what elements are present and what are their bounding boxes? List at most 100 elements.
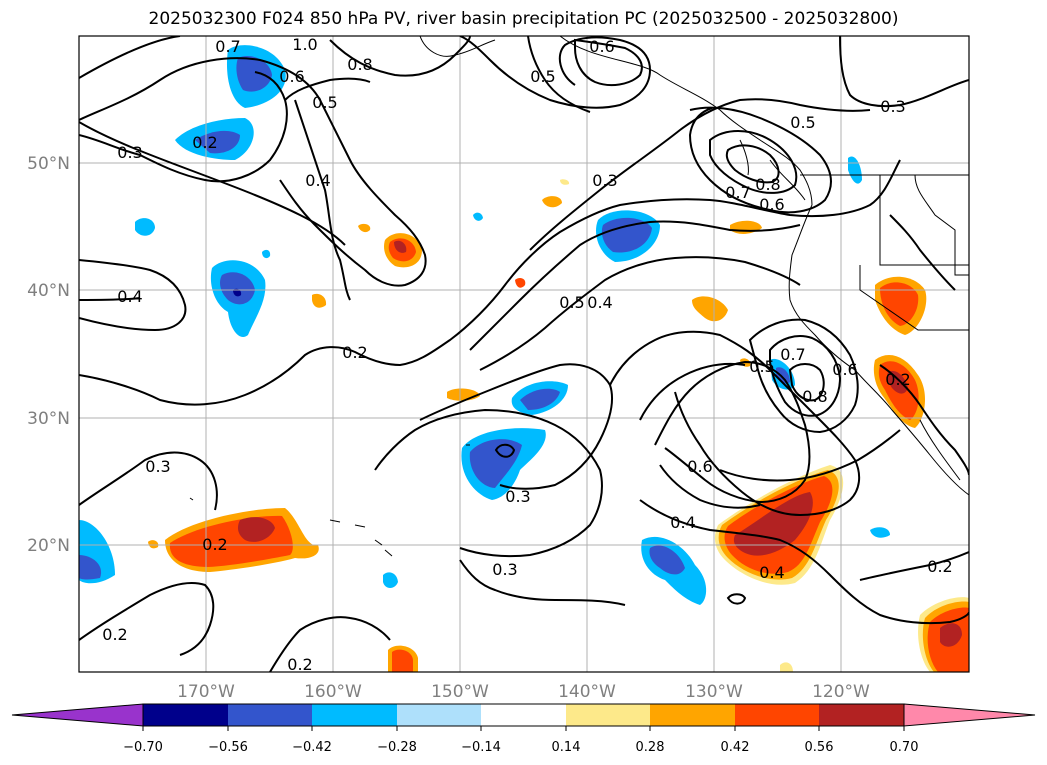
colorbar-frame <box>142 703 905 727</box>
contour-0-4-long <box>479 256 801 371</box>
contour-trough-0-6-big <box>654 360 811 504</box>
contour-0-2-bottom-mid <box>459 559 626 606</box>
contour-label: 0.7 <box>215 37 240 56</box>
contour-ring-a <box>329 36 471 77</box>
contour-label: 0.6 <box>687 457 712 476</box>
colorbar-segment <box>566 704 650 726</box>
contour-label: 0.2 <box>885 370 910 389</box>
contour-0-4-small-ring <box>726 593 747 605</box>
contour-0-3-ne <box>839 36 969 108</box>
pos-blob-small-4 <box>312 293 327 308</box>
lon-label-170w: 170°W <box>177 682 235 702</box>
contour-label: 0.5 <box>530 67 555 86</box>
contour-0-3-right-edge <box>879 364 969 476</box>
us-states-border-2 <box>914 174 969 276</box>
contour-north-pacific-low <box>459 36 652 109</box>
contour-label: 0.8 <box>802 387 827 406</box>
lat-label-20n: 20°N <box>27 536 70 556</box>
contour-trough-outer <box>609 330 861 517</box>
map-frame <box>78 35 970 673</box>
baja-california <box>919 419 961 481</box>
pos-blob-small-10 <box>148 540 159 549</box>
bc-coast <box>788 204 969 496</box>
contour-label: 0.3 <box>592 171 617 190</box>
contour-labels: 0.3 0.2 0.7 1.0 0.6 0.8 0.5 0.4 0.5 0.6 … <box>102 36 952 674</box>
neg-blob-small-4 <box>383 572 398 588</box>
contour-label: 0.4 <box>587 293 612 312</box>
contour-0-5-se <box>719 429 901 482</box>
colorbar-tick-label: 0.28 <box>636 740 665 755</box>
contour-0-3-upper <box>79 121 346 246</box>
colorbar-extend-left <box>11 703 144 727</box>
contour-gulf-alaska <box>688 106 832 214</box>
neg-blob-left-edge-core <box>79 555 102 580</box>
contour-label: 0.6 <box>759 195 784 214</box>
contour-0-4-left <box>294 99 351 301</box>
colorbar-ticks <box>142 726 905 731</box>
lat-labels: 50°N 40°N 30°N 20°N <box>27 154 70 556</box>
map-title: 2025032300 F024 850 hPa PV, river basin … <box>148 9 899 29</box>
contour-label: 0.3 <box>492 560 517 579</box>
pos-blob-lower-right-darkest <box>940 623 962 647</box>
colorbar-tick-label: 0.56 <box>805 740 834 755</box>
island-chain-1 <box>189 497 393 557</box>
lat-label-30n: 30°N <box>27 409 70 429</box>
contour-0-3-small-ring <box>494 443 516 458</box>
colorbar-tick-label: −0.28 <box>377 740 417 755</box>
colorbar-extend-right <box>903 703 1036 727</box>
contour-trough-0-6 <box>659 464 761 509</box>
neg-blob-19n-133w-core <box>649 545 685 575</box>
lat-label-40n: 40°N <box>27 281 70 301</box>
haida-gwaii <box>739 139 749 176</box>
neg-blob-small-3 <box>473 212 483 221</box>
colorbar-segment <box>735 704 819 726</box>
contour-label: 0.2 <box>287 655 312 674</box>
neg-blob-168w-darkest <box>233 288 242 297</box>
colorbar-segment <box>397 704 481 726</box>
colorbar-tick-label: −0.42 <box>292 740 332 755</box>
contour-label: 0.4 <box>117 287 142 306</box>
colorbar-segment <box>819 704 904 726</box>
pos-blob-small-9 <box>780 662 793 672</box>
contour-label: 0.2 <box>202 535 227 554</box>
contour-label: 0.4 <box>670 513 695 532</box>
lon-label-160w: 160°W <box>304 682 362 702</box>
contour-label: 0.5 <box>790 113 815 132</box>
pos-blob-33n-117w-darkest <box>887 370 908 394</box>
contour-0-2-wave <box>79 159 901 406</box>
neg-blob-ne-pacific-core <box>236 55 272 92</box>
colorbar-tick-label: 0.14 <box>552 740 581 755</box>
colorbar: −0.70 −0.56 −0.42 −0.28 −0.14 0.14 0.28 … <box>11 703 1036 755</box>
colorbar-segment <box>143 704 228 726</box>
contour-gulf-alaska-inner2 <box>725 144 780 184</box>
contour-label: 0.5 <box>749 357 774 376</box>
contour-label: 0.2 <box>102 625 127 644</box>
lon-label-140w: 140°W <box>558 682 616 702</box>
neg-blob-31n-146w-core <box>520 388 560 410</box>
pv-contours <box>79 36 969 672</box>
contour-label: 0.5 <box>559 293 584 312</box>
contour-label: 0.6 <box>832 360 857 379</box>
contour-label: 0.2 <box>192 133 217 152</box>
us-states-border-3 <box>859 265 969 331</box>
pos-blob-38n-133w <box>692 296 728 322</box>
neg-blob-168w-core <box>220 272 255 305</box>
neg-blob-small-1 <box>135 218 155 236</box>
contour-label: 0.8 <box>755 175 780 194</box>
contour-label: 0.4 <box>305 171 330 190</box>
contour-trough-0-8-inner <box>788 363 825 402</box>
contour-0-5-long <box>469 220 801 351</box>
colorbar-tick-labels: −0.70 −0.56 −0.42 −0.28 −0.14 0.14 0.28 … <box>123 740 918 755</box>
pos-blob-22n-123w-darkest <box>733 492 813 556</box>
contour-trough-0-8 <box>769 335 842 417</box>
pos-blob-39n-118w-core <box>880 282 919 326</box>
contour-label: 0.4 <box>759 563 784 582</box>
colorbar-tick-label: 0.42 <box>721 740 750 755</box>
contour-label: 0.3 <box>145 457 170 476</box>
pos-blob-bottom-155w-core <box>392 649 413 672</box>
pos-blob-small-1 <box>358 223 371 233</box>
contour-ring-b <box>284 77 371 101</box>
lat-label-50n: 50°N <box>27 154 70 174</box>
contour-gulf-alaska-inner <box>709 130 798 194</box>
